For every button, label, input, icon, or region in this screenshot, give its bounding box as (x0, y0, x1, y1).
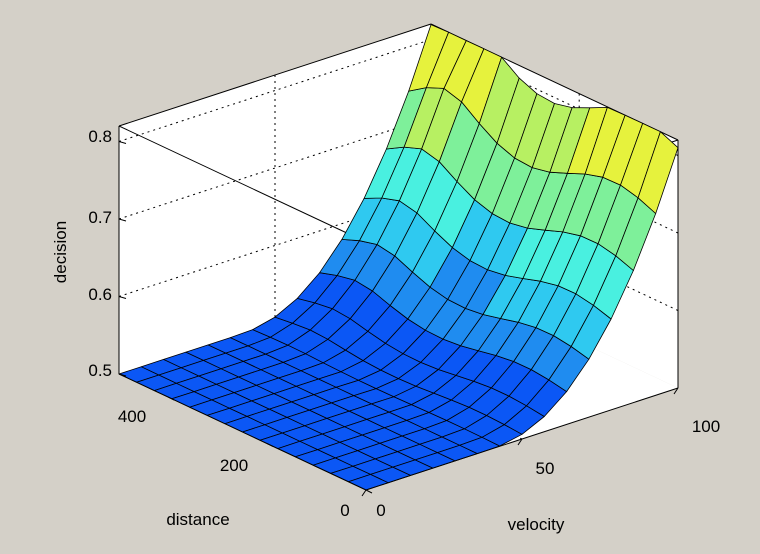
x-tick-label: 0 (376, 501, 385, 520)
z-tick-label: 0.5 (88, 361, 112, 380)
distance-axis-line (118, 373, 367, 491)
z-axis-label: decision (51, 221, 70, 283)
surface-mesh (118, 24, 679, 491)
surface-patch (637, 131, 679, 214)
z-tick-mark (118, 218, 127, 222)
x-tick-label: 50 (536, 459, 555, 478)
y-tick-mark (266, 443, 274, 448)
front-box-lines (118, 126, 679, 497)
y-tick-mark (365, 489, 373, 494)
x-axis-label: velocity (508, 515, 565, 534)
grid-line (118, 39, 432, 142)
z-tick-mark (118, 373, 127, 377)
y-axis-label: distance (166, 510, 229, 529)
grid-line (118, 116, 432, 220)
z-tick-mark (118, 141, 127, 144)
box-edge (118, 125, 367, 243)
z-tick-mark (118, 296, 127, 299)
x-tick-mark (517, 438, 523, 446)
y-tick-label: 0 (340, 501, 349, 520)
y-tick-mark (168, 396, 175, 401)
x-tick-mark (361, 489, 367, 497)
z-tick-label: 0.7 (88, 208, 112, 227)
x-tick-label: 100 (692, 417, 720, 436)
grid-line (118, 194, 432, 297)
x-tick-mark (673, 387, 679, 395)
y-tick-label: 200 (220, 456, 248, 475)
y-tick-label: 400 (118, 407, 146, 426)
z-tick-label: 0.8 (88, 127, 112, 146)
z-tick-label: 0.6 (88, 285, 112, 304)
